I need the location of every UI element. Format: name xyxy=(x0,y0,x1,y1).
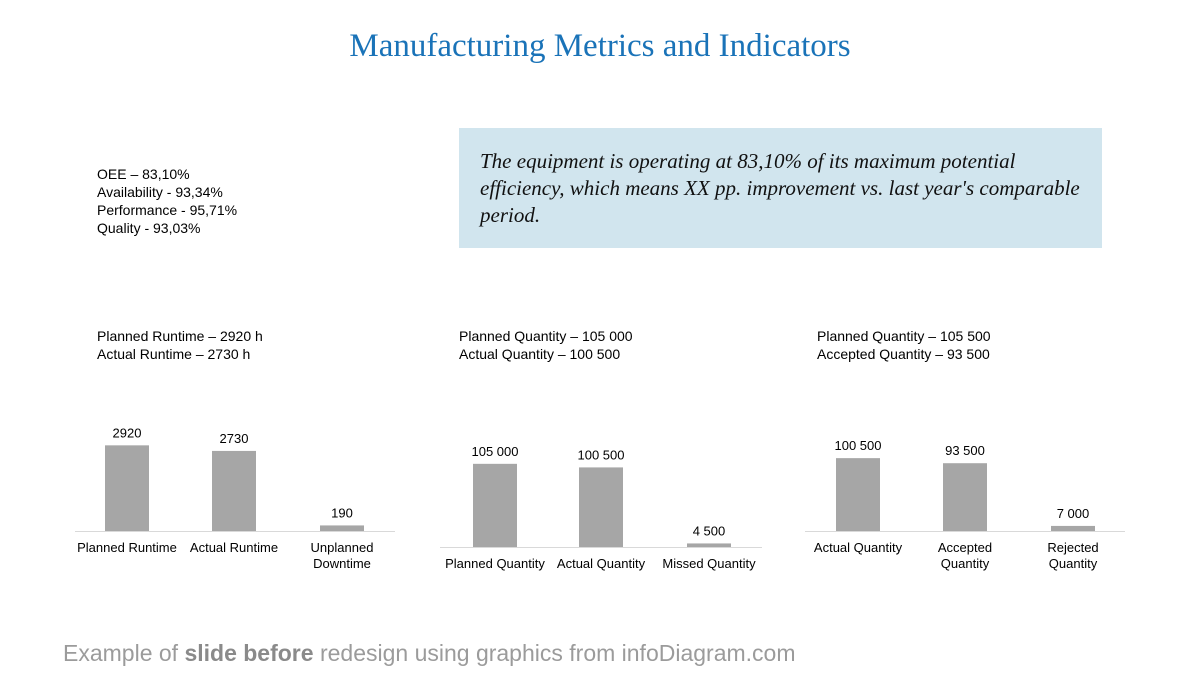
category-label-1: Planned Runtime xyxy=(77,540,177,555)
bar-2 xyxy=(943,463,987,531)
performance-subtitle: Planned Quantity – 105 000 Actual Quanti… xyxy=(459,327,633,363)
quality-subtitle-line-2: Accepted Quantity – 93 500 xyxy=(817,346,990,362)
data-label-2: 2730 xyxy=(220,431,249,446)
data-label-1: 2920 xyxy=(113,425,142,440)
data-label-3: 190 xyxy=(331,505,353,520)
availability-subtitle-line-1: Planned Runtime – 2920 h xyxy=(97,328,263,344)
category-label-3: Quantity xyxy=(1049,556,1098,571)
quality-subtitle-line-1: Planned Quantity – 105 500 xyxy=(817,328,991,344)
availability-subtitle: Planned Runtime – 2920 h Actual Runtime … xyxy=(97,327,263,363)
category-label-2: Actual Quantity xyxy=(557,556,646,571)
page-title: Manufacturing Metrics and Indicators xyxy=(349,28,851,64)
data-label-1: 100 500 xyxy=(835,438,882,453)
callout-text: The equipment is operating at 83,10% of … xyxy=(480,149,1080,227)
category-label-3: Missed Quantity xyxy=(662,556,756,571)
performance-subtitle-line-1: Planned Quantity – 105 000 xyxy=(459,328,633,344)
availability-subtitle-line-2: Actual Runtime – 2730 h xyxy=(97,346,251,362)
footer-post: redesign using graphics from infoDiagram… xyxy=(313,640,796,666)
category-label-2: Quantity xyxy=(941,556,990,571)
footer-note: Example of slide before redesign using g… xyxy=(63,640,796,667)
bar-1 xyxy=(836,458,880,531)
performance-chart: 105 000 Planned Quantity 100 500 Actual Qua… xyxy=(440,444,762,571)
footer-pre: Example of xyxy=(63,640,185,666)
category-label-2: Accepted xyxy=(938,540,992,555)
category-label-2: Actual Runtime xyxy=(190,540,278,555)
quality-subtitle: Planned Quantity – 105 500 Accepted Quan… xyxy=(817,327,991,363)
data-label-2: 93 500 xyxy=(945,443,985,458)
bar-2 xyxy=(579,467,623,547)
bar-3 xyxy=(320,525,364,531)
category-label-3: Rejected xyxy=(1047,540,1098,555)
availability-value: Availability - 93,34% xyxy=(97,184,223,200)
kpi-summary: OEE – 83,10% Availability - 93,34% Perfo… xyxy=(97,165,237,237)
bar-1 xyxy=(473,463,517,547)
bar-1 xyxy=(105,445,149,531)
category-label-3: Downtime xyxy=(313,556,371,571)
bar-3 xyxy=(1051,525,1095,531)
bar-2 xyxy=(212,450,256,531)
data-label-2: 100 500 xyxy=(578,447,625,462)
category-label-3: Unplanned xyxy=(311,540,374,555)
footer-bold: slide before xyxy=(184,640,314,666)
oee-value: OEE – 83,10% xyxy=(97,166,190,182)
data-label-1: 105 000 xyxy=(472,444,519,459)
callout-box: The equipment is operating at 83,10% of … xyxy=(459,128,1102,248)
availability-chart: 2920 Planned Runtime 2730 Actual Runtime 190… xyxy=(75,425,395,571)
data-label-3: 4 500 xyxy=(693,523,726,538)
bar-3 xyxy=(687,543,731,547)
performance-value: Performance - 95,71% xyxy=(97,202,238,218)
data-label-3: 7 000 xyxy=(1057,506,1090,521)
category-label-1: Planned Quantity xyxy=(445,556,545,571)
category-label-1: Actual Quantity xyxy=(814,540,903,555)
quality-value: Quality - 93,03% xyxy=(97,220,201,236)
performance-subtitle-line-2: Actual Quantity – 100 500 xyxy=(459,346,621,362)
